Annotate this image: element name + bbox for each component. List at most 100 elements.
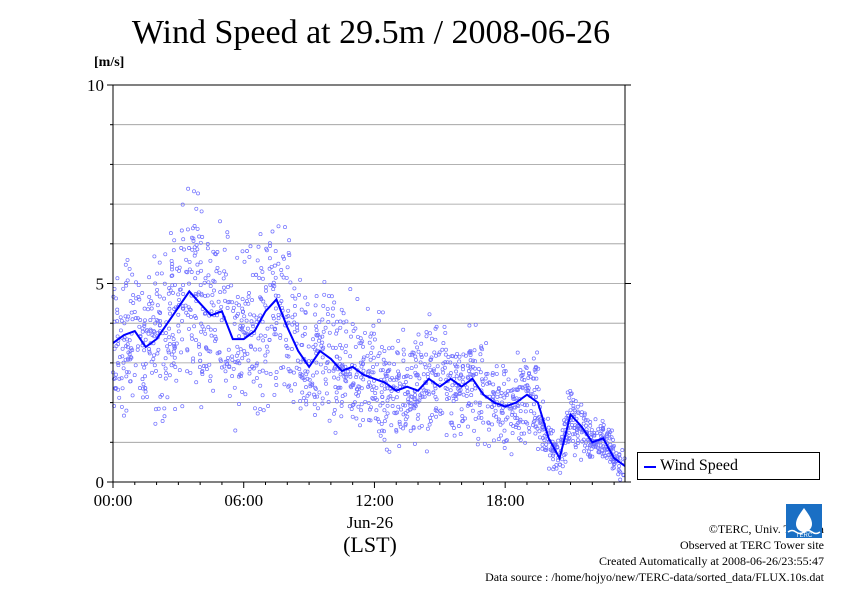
sample-point <box>505 415 510 420</box>
sample-point <box>428 331 432 336</box>
sample-point <box>417 376 422 381</box>
sample-point <box>298 374 303 378</box>
sample-point <box>494 364 499 369</box>
sample-point <box>405 408 410 413</box>
sample-point <box>596 427 601 432</box>
sample-point <box>249 319 254 324</box>
sample-point <box>330 313 335 318</box>
sample-point <box>205 293 210 298</box>
sample-point <box>240 389 244 394</box>
sample-point <box>211 303 216 308</box>
sample-point <box>152 254 157 259</box>
sample-point <box>490 372 495 377</box>
sample-point <box>254 376 259 381</box>
sample-point <box>401 402 406 407</box>
sample-point <box>356 393 360 398</box>
sample-point <box>147 351 152 356</box>
sample-point <box>486 421 491 426</box>
sample-point <box>374 408 379 413</box>
sample-point <box>258 232 263 237</box>
sample-point <box>267 241 272 246</box>
sample-point <box>234 301 239 306</box>
sample-point <box>618 456 623 461</box>
sample-point <box>361 417 366 422</box>
sample-point <box>311 373 316 378</box>
sample-point <box>171 361 176 366</box>
sample-point <box>143 318 147 323</box>
sample-point <box>258 383 263 388</box>
sample-point <box>315 394 320 399</box>
sample-point <box>501 363 506 368</box>
sample-point <box>272 327 277 332</box>
sample-point <box>158 323 162 327</box>
sample-point <box>176 312 181 317</box>
sample-point <box>142 322 147 326</box>
sample-point <box>127 266 132 271</box>
sample-point <box>287 383 292 388</box>
sample-point <box>288 369 293 374</box>
sample-point <box>171 290 175 295</box>
sample-point <box>347 404 352 409</box>
sample-point <box>246 358 251 363</box>
sample-point <box>457 376 462 381</box>
sample-point <box>115 361 120 366</box>
sample-point <box>281 254 286 259</box>
sample-point <box>273 376 278 380</box>
sample-point <box>354 375 359 380</box>
sample-point <box>167 373 172 378</box>
sample-point <box>493 408 498 413</box>
series-line-wind-speed <box>112 289 626 467</box>
sample-point <box>255 361 260 366</box>
credits: ©TERC, Univ. Tsukuba Observed at TERC To… <box>485 521 824 585</box>
sample-point <box>171 337 176 342</box>
sample-point <box>568 388 573 393</box>
sample-point <box>231 305 236 310</box>
sample-point <box>131 293 136 298</box>
sample-point <box>354 372 359 377</box>
sample-point <box>503 439 508 444</box>
sample-point <box>357 341 362 346</box>
sample-point <box>301 396 306 401</box>
sample-point <box>551 457 556 462</box>
sample-point <box>349 385 354 390</box>
sample-point <box>473 322 478 327</box>
sample-point <box>419 423 424 428</box>
sample-point <box>218 219 222 224</box>
sample-point <box>469 393 474 398</box>
sample-point <box>387 346 391 351</box>
sample-point <box>218 290 223 295</box>
sample-point <box>254 363 259 368</box>
sample-point <box>261 299 266 304</box>
sample-point <box>306 344 311 349</box>
y-axis-unit-label: [m/s] <box>94 55 125 70</box>
sample-point <box>321 370 326 375</box>
sample-point <box>332 300 337 305</box>
sample-point <box>238 324 243 329</box>
sample-point <box>216 299 221 304</box>
sample-point <box>422 388 427 393</box>
sample-point <box>359 408 364 413</box>
sample-point <box>435 364 440 369</box>
sample-point <box>571 403 576 408</box>
sample-point <box>212 279 217 284</box>
sample-point <box>314 294 319 299</box>
sample-point <box>343 378 348 383</box>
sample-point <box>532 388 537 392</box>
sample-point <box>188 370 193 375</box>
sample-point <box>287 253 292 258</box>
sample-point <box>434 324 439 329</box>
sample-point <box>397 444 402 449</box>
sample-point <box>394 429 399 434</box>
sample-point <box>382 349 387 353</box>
sample-point <box>125 342 130 347</box>
sample-point <box>468 358 473 363</box>
sample-point <box>255 258 260 263</box>
sample-point <box>162 281 167 286</box>
sample-point <box>361 368 366 373</box>
sample-point <box>169 274 174 278</box>
sample-point <box>222 289 227 294</box>
sample-point <box>206 348 211 353</box>
sample-point <box>290 315 295 320</box>
sample-point <box>514 388 519 393</box>
sample-point <box>230 354 235 359</box>
